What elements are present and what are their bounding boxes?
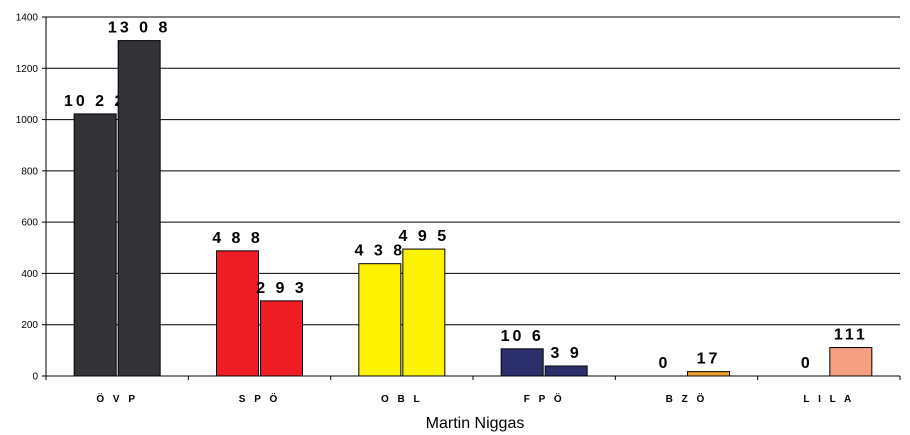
x-axis-title: Martin Niggas <box>426 415 525 432</box>
y-tick-label: 1400 <box>16 13 39 24</box>
bar <box>687 371 730 377</box>
data-label: 0 <box>659 355 671 372</box>
x-category-label: F P Ö <box>524 392 565 405</box>
bar <box>260 300 303 377</box>
data-label: 4 8 8 <box>212 230 263 247</box>
y-tick-label: 1000 <box>16 115 39 126</box>
data-label: 0 <box>801 355 813 372</box>
data-label: 2 9 3 <box>256 280 307 297</box>
y-tick-label: 200 <box>21 320 38 331</box>
bar <box>358 263 402 377</box>
data-label: 111 <box>834 327 868 344</box>
data-label: 3 9 <box>551 345 582 362</box>
bars: 10 2 2 13 0 8 4 8 8 2 9 3 4 3 84 9 5 10 6 3 9 0… <box>64 20 873 377</box>
bar <box>117 40 161 377</box>
y-tick-label: 1200 <box>16 64 39 75</box>
bar <box>73 113 117 377</box>
bar <box>500 348 544 377</box>
y-tick-label: 600 <box>21 218 38 229</box>
data-label: 4 3 8 <box>355 243 406 260</box>
bar <box>402 248 446 377</box>
data-label: 4 9 5 <box>399 228 450 245</box>
bar <box>216 250 259 377</box>
y-axis: 0 200 400 600 800 1000 1200 1400 <box>16 13 47 383</box>
data-label: 10 6 <box>501 328 544 345</box>
x-category-label: O B L <box>381 394 423 405</box>
y-tick-label: 0 <box>32 372 38 383</box>
y-tick-label: 800 <box>21 166 38 177</box>
bar <box>544 365 588 377</box>
x-category-label: S P Ö <box>239 392 281 405</box>
data-label: 13 0 8 <box>108 20 170 37</box>
data-label: 17 <box>697 351 721 368</box>
y-tick-label: 400 <box>21 269 38 280</box>
bar <box>829 347 873 377</box>
x-category-label: B Z Ö <box>666 392 708 405</box>
gridlines <box>46 16 900 326</box>
x-category-label: L I L A <box>803 394 854 405</box>
x-category-label: Ö V P <box>96 392 138 405</box>
data-label: 10 2 2 <box>64 93 126 110</box>
